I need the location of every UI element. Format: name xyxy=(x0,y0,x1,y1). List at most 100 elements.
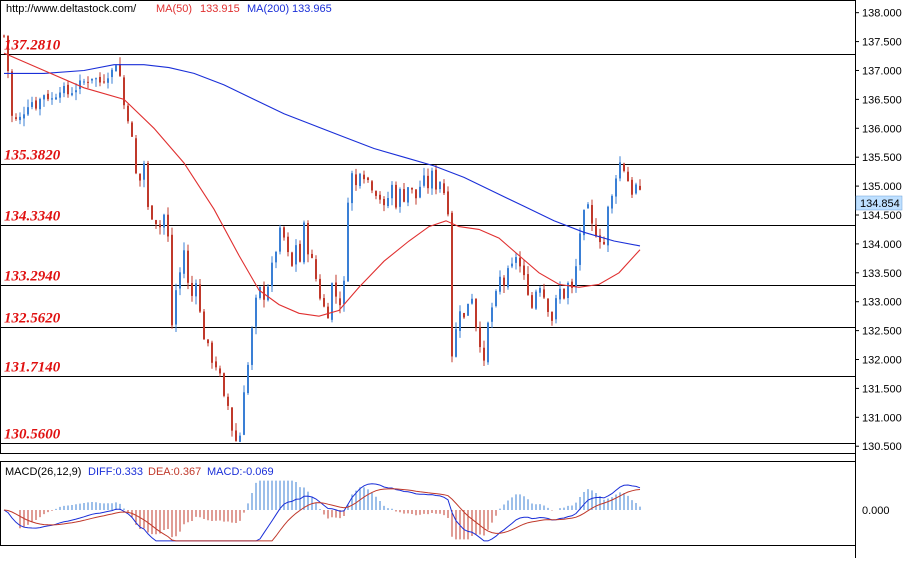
candle-body-89 xyxy=(359,173,361,186)
candle-body-117 xyxy=(471,298,473,304)
candle-body-82 xyxy=(331,283,333,320)
candle-body-47 xyxy=(191,282,193,296)
candle-body-111 xyxy=(447,191,449,215)
candle-body-149 xyxy=(599,235,601,243)
candle-body-134 xyxy=(539,288,541,293)
price-tick-label-14: 131.000 xyxy=(862,412,902,424)
candle-body-17 xyxy=(71,93,73,96)
candle-body-100 xyxy=(403,189,405,202)
candle-body-36 xyxy=(147,162,149,207)
candle-body-37 xyxy=(151,205,153,220)
candle-body-3 xyxy=(15,117,17,119)
candle-body-150 xyxy=(603,241,605,245)
price-axis: 138.000 137.500 137.000 136.500 136.000 135.5… xyxy=(855,8,902,453)
candle-body-133 xyxy=(535,291,537,309)
candle-body-137 xyxy=(551,311,553,321)
level-label-3: 133.2940 xyxy=(4,269,61,285)
candle-body-20 xyxy=(83,81,85,83)
candle-body-85 xyxy=(343,280,345,305)
candle-body-144 xyxy=(579,233,581,265)
candle-body-15 xyxy=(63,85,65,94)
macd-diff-line xyxy=(3,483,641,542)
candle-body-69 xyxy=(279,227,281,252)
candle-body-13 xyxy=(55,97,57,100)
candle-body-45 xyxy=(183,250,185,274)
candle-body-43 xyxy=(175,290,177,325)
candle-body-31 xyxy=(127,105,129,122)
candle-body-49 xyxy=(199,284,201,312)
candle-body-44 xyxy=(179,272,181,289)
candle-body-84 xyxy=(339,298,341,306)
candle-body-87 xyxy=(351,173,353,204)
candles-group xyxy=(3,34,641,443)
candle-body-151 xyxy=(607,206,609,246)
candle-body-42 xyxy=(171,234,173,326)
price-tick-label-9: 133.500 xyxy=(862,268,902,280)
candle-body-107 xyxy=(431,170,433,189)
candle-body-41 xyxy=(167,214,169,237)
candle-body-23 xyxy=(95,78,97,80)
price-tick-label-3: 136.500 xyxy=(862,94,902,106)
candle-body-129 xyxy=(519,257,521,267)
candle-body-2 xyxy=(11,71,13,116)
price-tick-label-13: 131.500 xyxy=(862,383,902,395)
level-labels-group: 137.2810 135.3820 134.3340 133.2940 132.5620… xyxy=(4,38,61,443)
candle-body-64 xyxy=(259,286,261,298)
candle-body-91 xyxy=(367,177,369,181)
ma50-label: MA(50) xyxy=(156,3,192,15)
candle-body-94 xyxy=(379,194,381,200)
price-tick-label-4: 136.000 xyxy=(862,123,902,135)
candle-body-58 xyxy=(235,430,237,441)
candle-body-93 xyxy=(375,191,377,196)
candle-body-157 xyxy=(631,179,633,195)
candle-body-132 xyxy=(531,295,533,308)
candle-body-102 xyxy=(411,187,413,190)
level-label-4: 132.5620 xyxy=(4,311,61,327)
candle-body-99 xyxy=(399,188,401,207)
candle-body-25 xyxy=(103,81,105,83)
candle-body-156 xyxy=(627,171,629,182)
candle-body-131 xyxy=(527,274,529,295)
candle-body-46 xyxy=(187,250,189,283)
candle-body-155 xyxy=(623,163,625,171)
candle-body-40 xyxy=(163,214,165,228)
candle-body-159 xyxy=(639,185,641,190)
macd-group xyxy=(3,480,641,542)
candle-body-126 xyxy=(507,268,509,288)
candle-body-148 xyxy=(595,224,597,237)
candle-body-145 xyxy=(583,210,585,236)
candle-body-32 xyxy=(131,122,133,137)
candle-body-109 xyxy=(439,181,441,190)
candle-body-7 xyxy=(31,102,33,108)
candle-body-147 xyxy=(591,205,593,224)
candle-body-19 xyxy=(79,80,81,89)
candle-body-141 xyxy=(567,282,569,299)
candle-body-67 xyxy=(271,262,273,287)
candle-body-27 xyxy=(111,69,113,78)
candle-body-121 xyxy=(487,322,489,363)
candle-body-101 xyxy=(407,187,409,203)
candle-body-35 xyxy=(143,163,145,180)
price-tick-label-5: 135.500 xyxy=(862,152,902,164)
price-tick-label-1: 137.500 xyxy=(862,37,902,49)
candle-body-63 xyxy=(255,297,257,327)
last-price-tag xyxy=(855,195,903,211)
candle-body-30 xyxy=(123,77,125,106)
candle-body-123 xyxy=(495,291,497,307)
candle-body-138 xyxy=(555,298,557,320)
candle-body-113 xyxy=(455,329,457,357)
macd-value: MACD:-0.069 xyxy=(207,466,274,478)
candle-body-65 xyxy=(263,286,265,300)
candle-body-116 xyxy=(467,303,469,316)
candle-body-77 xyxy=(311,253,313,258)
macd-dea-line xyxy=(3,488,641,542)
macd-diff: DIFF:0.333 xyxy=(88,466,143,478)
price-tick-label-8: 134.000 xyxy=(862,239,902,251)
price-tick-label-6: 135.000 xyxy=(862,181,902,193)
candle-body-136 xyxy=(547,298,549,312)
candle-body-74 xyxy=(299,243,301,262)
candle-body-73 xyxy=(295,245,297,265)
level-label-1: 135.3820 xyxy=(4,148,61,164)
